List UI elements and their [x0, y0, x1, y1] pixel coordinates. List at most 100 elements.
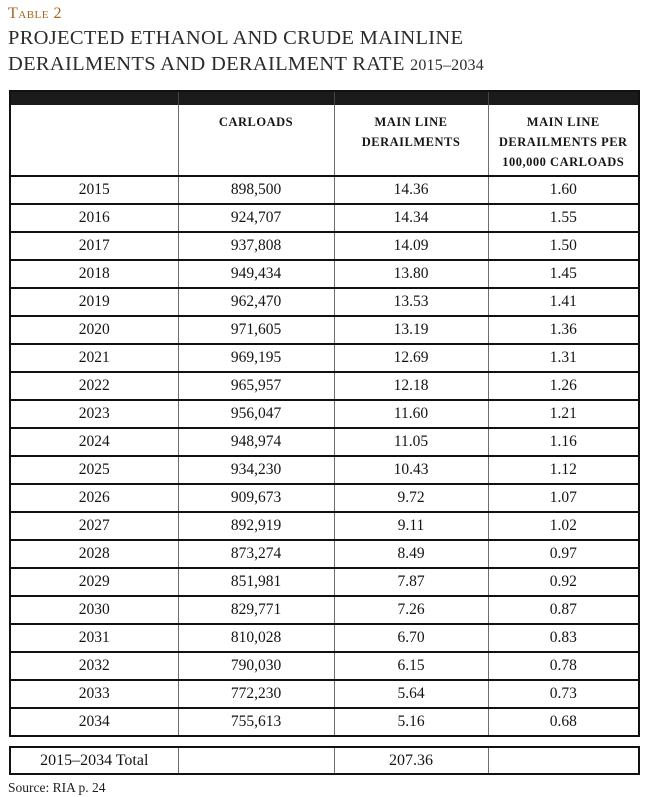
total-row: 2015–2034 Total 207.36: [10, 747, 639, 774]
derailments-cell: 6.15: [333, 651, 488, 680]
table-row: 2025 934,230 10.43 1.12: [10, 455, 639, 484]
year-cell: 2023: [10, 399, 178, 428]
carloads-cell: 898,500: [177, 175, 334, 204]
derailments-cell: 7.87: [333, 567, 488, 596]
table-title-years: 2015–2034: [410, 57, 484, 74]
rate-cell: 0.68: [487, 707, 639, 736]
year-cell: 2017: [10, 231, 178, 260]
year-cell: 2026: [10, 483, 178, 512]
rate-cell: 1.12: [487, 455, 639, 484]
rate-cell: 1.55: [487, 203, 639, 232]
header-bar-cell: [177, 91, 334, 105]
total-row-table: 2015–2034 Total 207.36: [9, 746, 640, 775]
table-row: 2026 909,673 9.72 1.07: [10, 483, 639, 512]
table-row: 2034 755,613 5.16 0.68: [10, 707, 639, 736]
column-header-row: CARLOADS MAIN LINE DERAILMENTS MAIN LINE…: [10, 105, 639, 177]
carloads-cell: 965,957: [177, 371, 334, 400]
table-title-line2-text: DERAILMENTS AND DERAILMENT RATE: [8, 53, 405, 75]
table-row: 2022 965,957 12.18 1.26: [10, 371, 639, 400]
header-bar-cell: [487, 91, 639, 105]
table-row: 2024 948,974 11.05 1.16: [10, 427, 639, 456]
rate-cell: 1.50: [487, 231, 639, 260]
derailments-cell: 9.72: [333, 483, 488, 512]
table-row: 2028 873,274 8.49 0.97: [10, 539, 639, 568]
derailments-cell: 12.18: [333, 371, 488, 400]
derailments-cell: 7.26: [333, 595, 488, 624]
rate-cell: 1.07: [487, 483, 639, 512]
derailments-cell: 11.05: [333, 427, 488, 456]
rate-cell: 0.78: [487, 651, 639, 680]
carloads-cell: 948,974: [177, 427, 334, 456]
table-row: 2021 969,195 12.69 1.31: [10, 343, 639, 372]
year-cell: 2027: [10, 511, 178, 540]
column-header-rate: MAIN LINE DERAILMENTS PER 100,000 CARLOA…: [487, 105, 639, 177]
derailments-cell: 14.34: [333, 203, 488, 232]
column-header-carloads: CARLOADS: [177, 105, 334, 177]
carloads-cell: 790,030: [177, 651, 334, 680]
derailments-cell: 5.16: [333, 707, 488, 736]
table-row: 2019 962,470 13.53 1.41: [10, 287, 639, 316]
table-title-line2: DERAILMENTS AND DERAILMENT RATE 2015–203…: [8, 51, 647, 79]
total-derailments-cell: 207.36: [333, 747, 488, 774]
year-cell: 2034: [10, 707, 178, 736]
carloads-cell: 934,230: [177, 455, 334, 484]
rate-cell: 0.73: [487, 679, 639, 708]
year-cell: 2018: [10, 259, 178, 288]
carloads-cell: 924,707: [177, 203, 334, 232]
table-row: 2029 851,981 7.87 0.92: [10, 567, 639, 596]
header-bar-cell: [10, 91, 178, 105]
table-title-line1: PROJECTED ETHANOL AND CRUDE MAINLINE: [8, 27, 464, 49]
derailments-cell: 11.60: [333, 399, 488, 428]
carloads-cell: 949,434: [177, 259, 334, 288]
derailments-cell: 13.80: [333, 259, 488, 288]
header-bar-cell: [333, 91, 488, 105]
year-cell: 2024: [10, 427, 178, 456]
rate-cell: 0.92: [487, 567, 639, 596]
table-row: 2033 772,230 5.64 0.73: [10, 679, 639, 708]
year-cell: 2030: [10, 595, 178, 624]
year-cell: 2031: [10, 623, 178, 652]
table-head: CARLOADS MAIN LINE DERAILMENTS MAIN LINE…: [10, 91, 639, 177]
year-cell: 2028: [10, 539, 178, 568]
year-cell: 2033: [10, 679, 178, 708]
carloads-cell: 829,771: [177, 595, 334, 624]
carloads-cell: 937,808: [177, 231, 334, 260]
derailments-cell: 6.70: [333, 623, 488, 652]
table-row: 2031 810,028 6.70 0.83: [10, 623, 639, 652]
rate-cell: 1.36: [487, 315, 639, 344]
table-row: 2017 937,808 14.09 1.50: [10, 231, 639, 260]
derailments-cell: 10.43: [333, 455, 488, 484]
rate-cell: 1.60: [487, 175, 639, 204]
derailments-table: CARLOADS MAIN LINE DERAILMENTS MAIN LINE…: [9, 90, 640, 737]
carloads-cell: 772,230: [177, 679, 334, 708]
carloads-cell: 810,028: [177, 623, 334, 652]
rate-cell: 1.16: [487, 427, 639, 456]
total-label-cell: 2015–2034 Total: [40, 751, 149, 769]
header-bar: [10, 91, 639, 105]
total-rate-cell: [487, 747, 639, 774]
year-cell: 2019: [10, 287, 178, 316]
rate-cell: 1.41: [487, 287, 639, 316]
year-cell: 2021: [10, 343, 178, 372]
table-number-label: Table 2: [8, 5, 62, 22]
table-row: 2030 829,771 7.26 0.87: [10, 595, 639, 624]
column-header-year: [10, 105, 178, 177]
rate-cell: 0.97: [487, 539, 639, 568]
table-body: 2015 898,500 14.36 1.60 2016 924,707 14.…: [10, 175, 639, 736]
derailments-cell: 13.53: [333, 287, 488, 316]
carloads-cell: 892,919: [177, 511, 334, 540]
derailments-cell: 9.11: [333, 511, 488, 540]
table-row: 2020 971,605 13.19 1.36: [10, 315, 639, 344]
column-header-derailments: MAIN LINE DERAILMENTS: [333, 105, 488, 177]
rate-cell: 1.45: [487, 259, 639, 288]
year-cell: 2015: [10, 175, 178, 204]
year-cell: 2029: [10, 567, 178, 596]
rate-cell: 1.21: [487, 399, 639, 428]
rate-cell: 1.26: [487, 371, 639, 400]
carloads-cell: 873,274: [177, 539, 334, 568]
derailments-cell: 14.36: [333, 175, 488, 204]
source-note: Source: RIA p. 24: [8, 780, 106, 795]
carloads-cell: 971,605: [177, 315, 334, 344]
rate-cell: 0.87: [487, 595, 639, 624]
derailments-cell: 5.64: [333, 679, 488, 708]
